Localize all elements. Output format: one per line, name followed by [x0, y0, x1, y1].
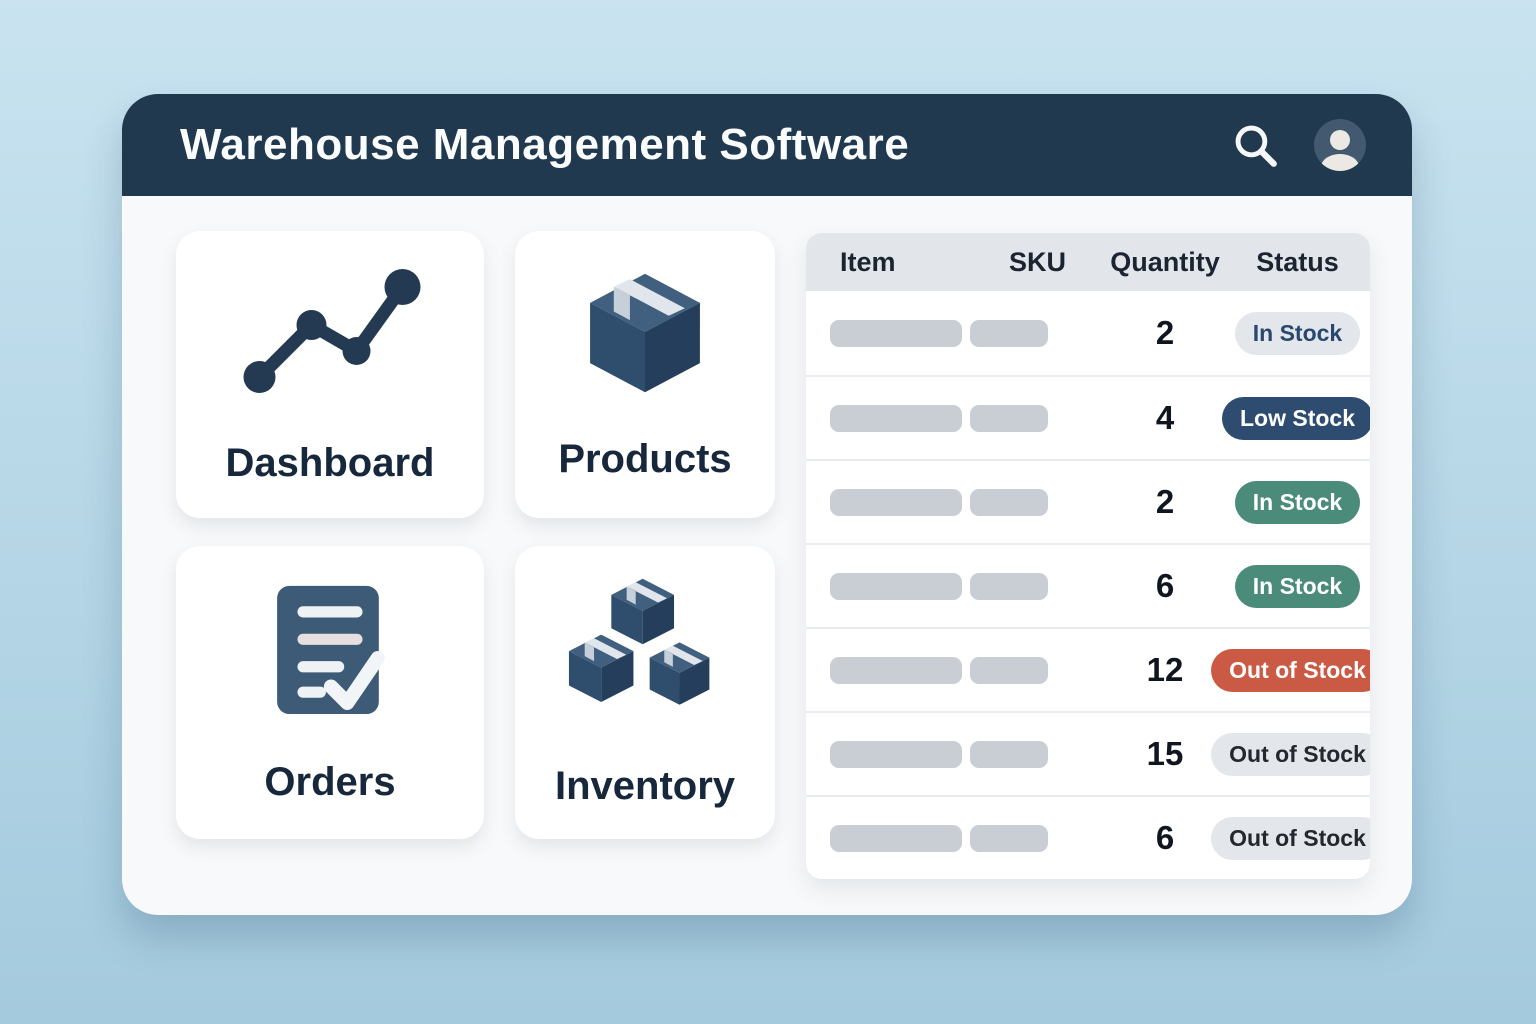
- sku-placeholder-bar: [970, 824, 1048, 852]
- status-badge: Out of Stock: [1211, 732, 1370, 776]
- item-placeholder-bar: [830, 319, 962, 347]
- status-cell: In Stock: [1225, 311, 1370, 355]
- tile-dashboard[interactable]: Dashboard: [176, 231, 484, 518]
- sku-cell: [970, 319, 1105, 347]
- status-cell: Low Stock: [1222, 396, 1370, 440]
- sku-placeholder-bar: [970, 656, 1048, 684]
- sku-cell: [970, 824, 1105, 852]
- sku-placeholder-bar: [970, 404, 1048, 432]
- item-cell: [806, 572, 970, 600]
- sku-placeholder-bar: [970, 572, 1048, 600]
- quantity-value: 4: [1155, 399, 1175, 436]
- item-placeholder-bar: [830, 404, 962, 432]
- header-icons: [1230, 119, 1366, 171]
- table-row[interactable]: 6 Out of Stock: [806, 795, 1370, 879]
- search-icon[interactable]: [1230, 120, 1280, 170]
- item-cell: [806, 488, 970, 516]
- item-cell: [806, 824, 970, 852]
- status-badge: In Stock: [1234, 311, 1361, 355]
- tile-orders-label: Orders: [264, 760, 396, 804]
- quantity-value: 2: [1155, 314, 1175, 351]
- line-chart-icon: [243, 269, 421, 393]
- column-header-quantity: Quantity: [1110, 246, 1220, 277]
- status-badge: In Stock: [1234, 480, 1361, 524]
- quantity-cell: 12: [1105, 651, 1225, 689]
- table-row[interactable]: 12 Out of Stock: [806, 627, 1370, 711]
- avatar-shoulders: [1321, 154, 1359, 171]
- item-cell: [806, 656, 970, 684]
- sku-placeholder-bar: [970, 488, 1048, 516]
- status-badge: Low Stock: [1222, 396, 1370, 440]
- quantity-cell: 6: [1105, 567, 1225, 605]
- quantity-value: 6: [1155, 819, 1175, 856]
- table-row[interactable]: 2 In Stock: [806, 291, 1370, 375]
- table-header-row: Item SKU Quantity Status: [806, 233, 1370, 291]
- sku-cell: [970, 488, 1105, 516]
- tile-inventory[interactable]: Inventory: [515, 546, 775, 839]
- table-row[interactable]: 6 In Stock: [806, 543, 1370, 627]
- sku-placeholder-bar: [970, 740, 1048, 768]
- item-placeholder-bar: [830, 488, 962, 516]
- avatar-head: [1330, 130, 1350, 150]
- item-placeholder-bar: [830, 572, 962, 600]
- tile-inventory-label: Inventory: [554, 764, 736, 808]
- status-cell: In Stock: [1225, 564, 1370, 608]
- tile-orders[interactable]: Orders: [176, 546, 484, 839]
- status-cell: Out of Stock: [1211, 648, 1370, 692]
- quantity-cell: 6: [1105, 819, 1225, 857]
- table-body: 2 In Stock 4 Low Stock 2 In Stock: [806, 291, 1370, 879]
- sku-cell: [970, 404, 1105, 432]
- status-badge: Out of Stock: [1211, 648, 1370, 692]
- status-cell: In Stock: [1225, 480, 1370, 524]
- status-cell: Out of Stock: [1211, 816, 1370, 860]
- tile-dashboard-label: Dashboard: [225, 441, 435, 485]
- status-badge: Out of Stock: [1211, 816, 1370, 860]
- table-row[interactable]: 4 Low Stock: [806, 375, 1370, 459]
- quantity-value: 2: [1155, 483, 1175, 520]
- quantity-cell: 15: [1105, 735, 1225, 773]
- item-placeholder-bar: [830, 824, 962, 852]
- table-row[interactable]: 2 In Stock: [806, 459, 1370, 543]
- column-header-sku: SKU: [1008, 246, 1066, 277]
- order-checklist-icon: [277, 585, 385, 715]
- column-header-item: Item: [840, 246, 896, 277]
- item-cell: [806, 319, 970, 347]
- search-icon-glyph: [1235, 125, 1277, 167]
- item-cell: [806, 404, 970, 432]
- inventory-table: Item SKU Quantity Status 2 In Stock 4: [806, 233, 1370, 879]
- sku-placeholder-bar: [970, 319, 1048, 347]
- quantity-cell: 4: [1105, 399, 1225, 437]
- tile-products[interactable]: Products: [515, 231, 775, 518]
- app-title: Warehouse Management Software: [180, 120, 910, 169]
- user-avatar-icon[interactable]: [1314, 119, 1366, 171]
- quantity-value: 15: [1146, 735, 1184, 772]
- quantity-value: 6: [1155, 567, 1175, 604]
- tile-products-label: Products: [558, 437, 732, 481]
- item-placeholder-bar: [830, 656, 962, 684]
- item-cell: [806, 740, 970, 768]
- shipping-box-icon: [590, 273, 700, 393]
- app-window: Warehouse Management Software Dashboard: [122, 94, 1412, 915]
- column-header-status: Status: [1256, 246, 1339, 277]
- table-row[interactable]: 15 Out of Stock: [806, 711, 1370, 795]
- quantity-cell: 2: [1105, 314, 1225, 352]
- status-badge: In Stock: [1234, 564, 1361, 608]
- sku-cell: [970, 656, 1105, 684]
- sku-cell: [970, 740, 1105, 768]
- item-placeholder-bar: [830, 740, 962, 768]
- stacked-boxes-icon: [568, 578, 710, 705]
- status-cell: Out of Stock: [1211, 732, 1370, 776]
- quantity-cell: 2: [1105, 483, 1225, 521]
- app-header: Warehouse Management Software: [122, 94, 1412, 196]
- sku-cell: [970, 572, 1105, 600]
- quantity-value: 12: [1146, 651, 1184, 688]
